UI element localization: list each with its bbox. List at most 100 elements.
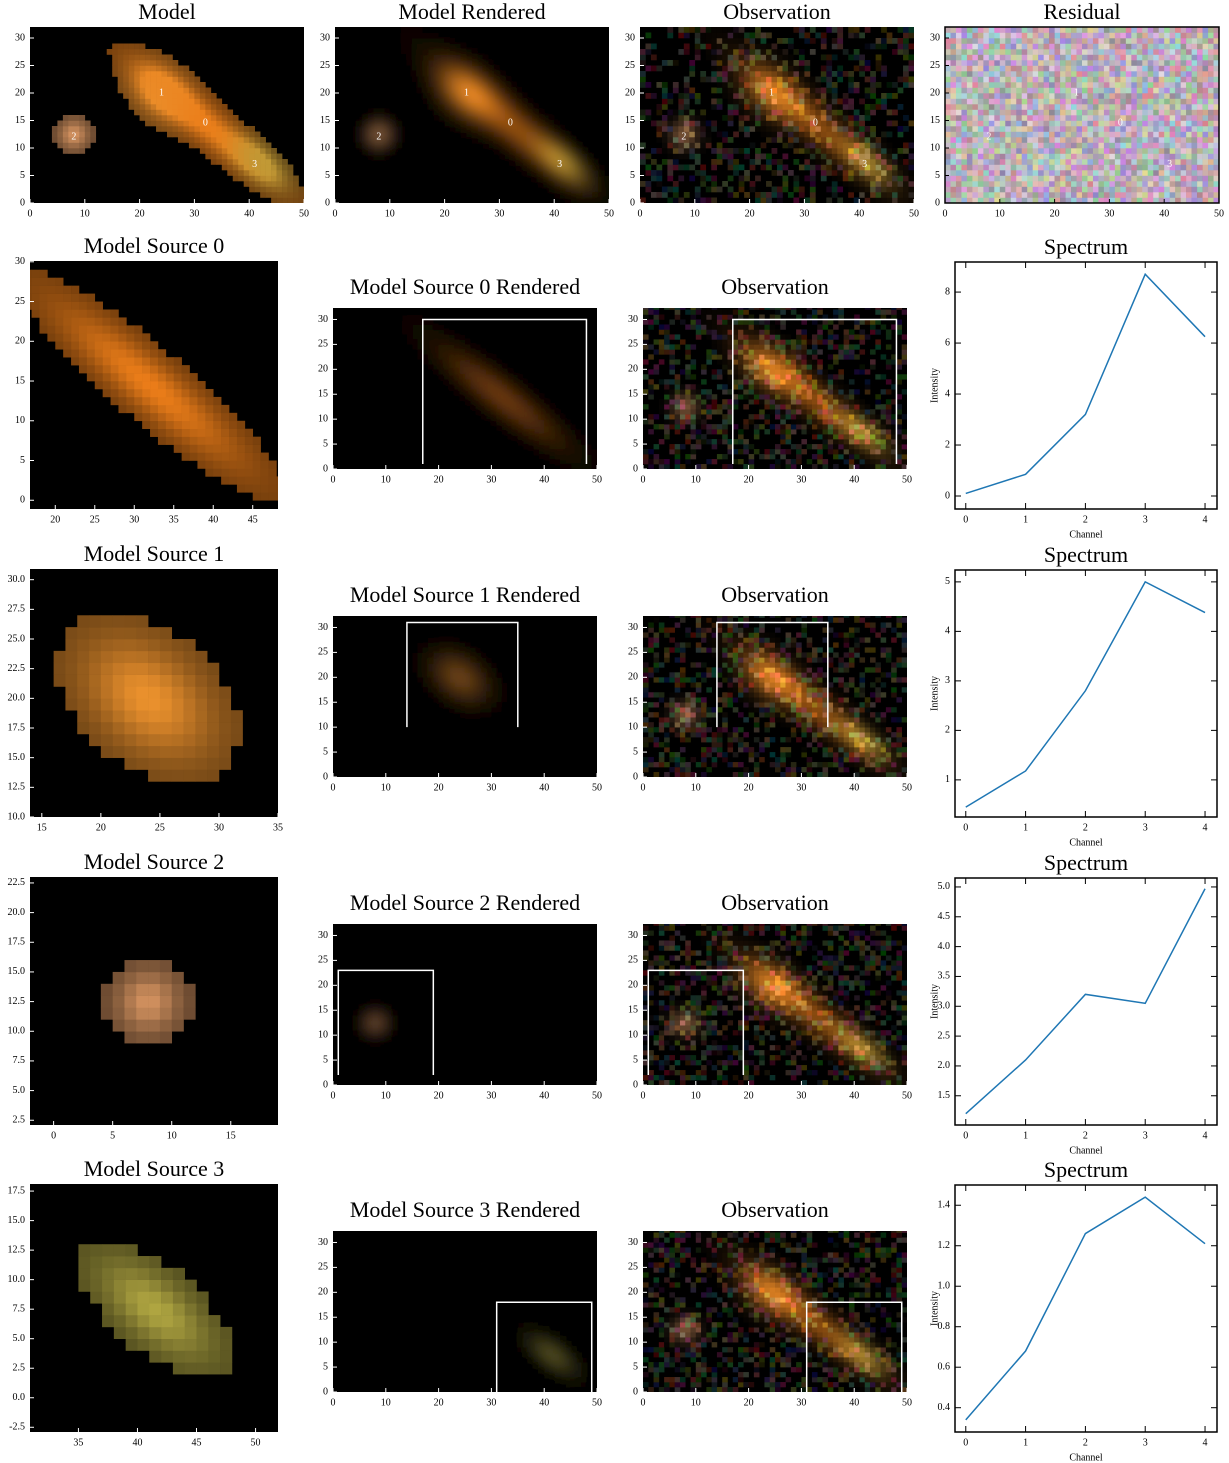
pixel [1054,82,1061,88]
pixel [727,137,734,143]
pixel [744,192,750,198]
pixel [395,27,402,33]
pixel [1180,175,1187,182]
pixel [1054,54,1061,61]
pixel [71,317,80,326]
pixel [526,153,533,160]
pixel [738,87,745,94]
pixel [1191,164,1198,171]
pixel [533,439,540,445]
pixel [156,76,162,83]
pixel [482,109,489,116]
pixel [549,399,556,405]
pixel [711,76,718,83]
pixel [886,197,893,203]
pixel [433,364,439,370]
pixel [678,98,685,105]
pixel [1016,131,1023,138]
pixel [62,148,69,154]
pixel [853,186,860,193]
pixel [260,170,266,176]
pixel [820,170,827,176]
pixel [705,186,712,193]
pixel [859,164,865,171]
pixel [587,192,593,198]
pixel [221,164,228,171]
image [30,261,278,509]
pixel [1197,109,1203,116]
pixel [461,115,467,121]
pixel [685,414,691,420]
pixel [548,115,555,121]
pixel [755,32,761,39]
pixel [112,49,118,55]
pixel [1054,76,1061,83]
pixel [1065,186,1072,193]
pixel [777,126,783,132]
pixel [1208,54,1214,61]
pixel [787,137,794,143]
pixel [549,459,556,465]
pixel [782,82,789,88]
pixel [362,148,369,154]
pixel [798,76,805,83]
pixel [722,32,728,39]
pixel [1021,27,1028,33]
pixel [482,104,489,110]
pixel [243,137,250,143]
pixel [472,54,478,61]
pixel [554,414,561,420]
pixel [760,49,767,55]
pixel [983,38,990,44]
pixel [532,175,539,182]
pixel [950,43,957,50]
pixel [701,314,707,320]
pixel [809,49,816,55]
pixel [1136,60,1143,66]
pixel [493,71,500,77]
pixel [455,93,462,99]
pixel [417,339,424,345]
pixel [994,131,1001,138]
pixel [690,399,697,405]
pixel [1010,153,1017,160]
pixel [875,38,882,44]
pixel [47,317,56,326]
pixel [161,87,168,94]
pixel [532,170,539,176]
pixel [988,87,995,94]
pixel [1136,93,1143,99]
pixel [499,82,506,88]
pixel [695,404,702,410]
pixel [117,87,124,94]
pixel [820,120,827,127]
pixel [1191,38,1198,44]
pixel [1038,32,1044,39]
pixel [1202,93,1209,99]
pixel [466,109,473,116]
pixel [733,76,739,83]
pixel [972,38,979,44]
pixel [1060,82,1066,88]
pixel [1131,131,1138,138]
source-label: 0 [203,118,208,129]
pixel [139,115,146,121]
pixel [1120,181,1127,187]
pixel [173,388,182,398]
pixel [1125,126,1132,132]
pixel [450,49,456,55]
pixel [576,175,582,182]
pixel [472,93,478,99]
pixel [988,104,995,110]
pixel [575,454,582,460]
pixel [701,414,707,420]
pixel [221,428,230,437]
pixel [669,394,675,400]
pixel [1213,76,1219,83]
pixel [515,164,522,171]
pixel [645,43,652,50]
pixel [664,434,670,440]
pixel [205,131,212,138]
pixel [771,192,778,198]
pixel [526,104,533,110]
